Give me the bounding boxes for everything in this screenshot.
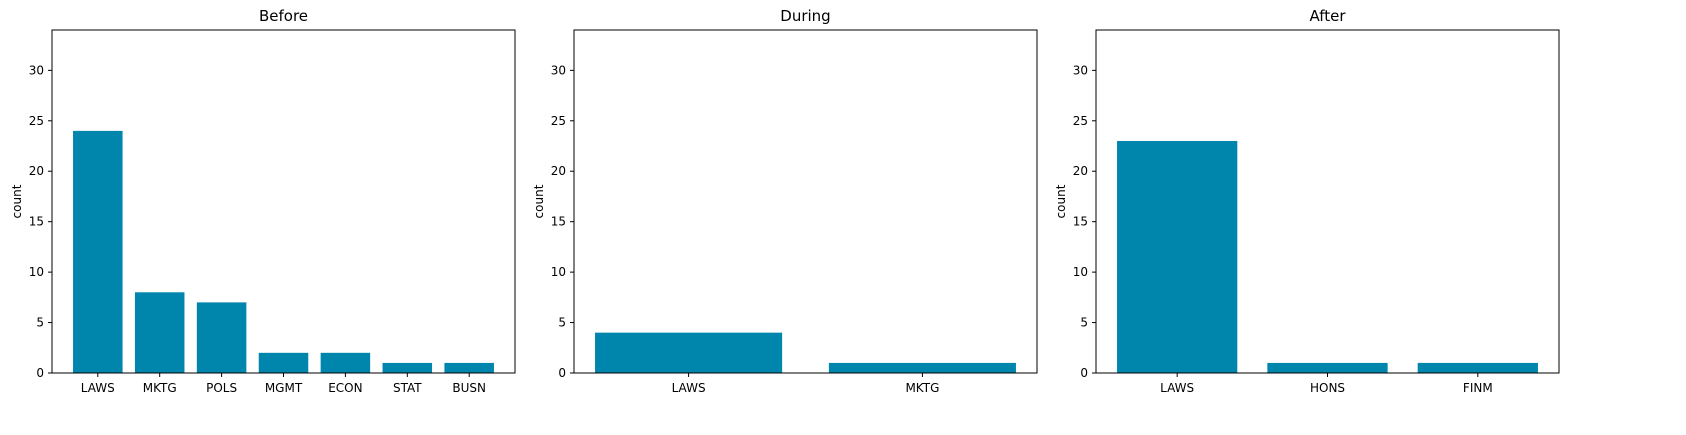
bar-laws [595, 332, 783, 373]
x-tick-label: MGMT [265, 381, 303, 395]
y-tick-label: 20 [551, 164, 566, 178]
y-tick-label: 10 [1073, 265, 1088, 279]
chart-title: During [780, 7, 830, 25]
bar-mgmt [258, 352, 309, 373]
bar-stat [382, 362, 433, 373]
y-tick-label: 30 [551, 63, 566, 77]
x-tick-label: STAT [393, 381, 422, 395]
bar-busn [444, 362, 494, 373]
y-tick-label: 15 [1073, 215, 1088, 229]
y-tick-label: 15 [551, 215, 566, 229]
chart-panel-after: 0 5 10 15 20 25 30 LAWS HONS FINM After count [1054, 7, 1560, 395]
chart-panel-during: 0 5 10 15 20 25 30 LAWS MKTG During count [532, 7, 1038, 395]
bar-hons [1267, 362, 1388, 373]
x-tick-label: HONS [1310, 381, 1345, 395]
y-tick-label: 25 [1073, 114, 1088, 128]
plot-frame [573, 29, 1038, 374]
y-tick-label: 20 [1073, 164, 1088, 178]
y-tick-label: 5 [36, 316, 44, 330]
bar-finm [1417, 362, 1538, 373]
bar-mktg [134, 292, 185, 373]
x-tick-label: MKTG [143, 381, 177, 395]
chart-title: Before [259, 7, 308, 25]
y-tick-label: 0 [36, 366, 44, 380]
y-tick-label: 30 [29, 63, 44, 77]
x-tick-label: POLS [206, 381, 237, 395]
chart-title: After [1309, 7, 1346, 25]
chart-panel-before: 0 5 10 15 20 25 30 LAWS MKTG POLS MGMT ECON STAT BUSN… [10, 7, 516, 395]
y-tick-label: 0 [558, 366, 566, 380]
bar-mktg [828, 362, 1016, 373]
x-tick-label: MKTG [905, 381, 939, 395]
y-tick-label: 20 [29, 164, 44, 178]
x-tick-label: LAWS [672, 381, 706, 395]
x-tick-label: LAWS [81, 381, 115, 395]
y-tick-label: 10 [29, 265, 44, 279]
bar-laws [73, 130, 123, 373]
bar-pols [196, 302, 247, 373]
y-axis-label: count [10, 184, 24, 218]
y-axis-label: count [532, 184, 546, 218]
y-tick-label: 0 [1080, 366, 1088, 380]
x-tick-label: ECON [328, 381, 362, 395]
bar-laws [1117, 140, 1238, 373]
y-tick-label: 5 [558, 316, 566, 330]
x-tick-label: LAWS [1160, 381, 1194, 395]
y-tick-label: 25 [29, 114, 44, 128]
y-tick-label: 30 [1073, 63, 1088, 77]
y-tick-label: 5 [1080, 316, 1088, 330]
x-tick-label: BUSN [452, 381, 486, 395]
y-tick-label: 15 [29, 215, 44, 229]
bar-econ [320, 352, 371, 373]
y-axis-label: count [1054, 184, 1068, 218]
y-tick-label: 25 [551, 114, 566, 128]
x-tick-label: FINM [1463, 381, 1493, 395]
y-tick-label: 10 [551, 265, 566, 279]
